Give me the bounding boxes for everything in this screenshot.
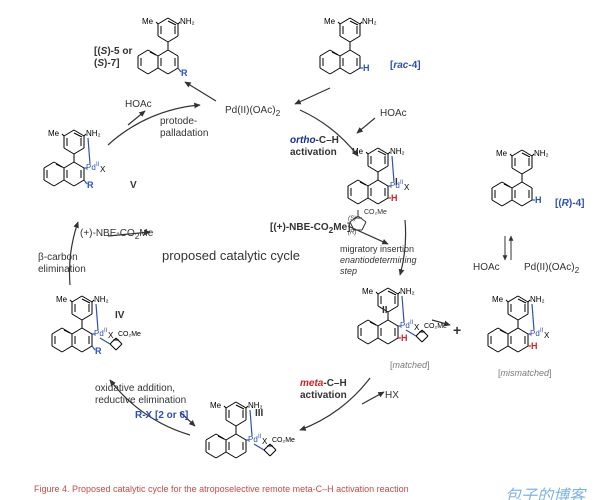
svg-text:NH₂: NH₂ (362, 17, 377, 26)
label-III: III (255, 408, 263, 420)
label-I: I (395, 177, 398, 189)
label-hx: HX (385, 390, 399, 402)
arrow-hoacL (128, 111, 145, 125)
label-s5s7: [(S)-5 or(S)-7] (94, 46, 132, 70)
label-plus: + (453, 322, 461, 339)
label-protode: protode-palladation (160, 116, 208, 140)
svg-text:Me: Me (56, 295, 68, 304)
label-hoac3: HOAc (473, 262, 500, 274)
label-orthoCH: ortho-C–Hactivation (290, 135, 339, 159)
arrow-out1 (185, 82, 216, 101)
svg-text:NH₂: NH₂ (534, 149, 549, 158)
label-rx: R-X [2 or 6] (135, 410, 188, 422)
molecule-rac4mol: Me NH₂ H (320, 17, 377, 74)
svg-text:CO₂Me: CO₂Me (424, 323, 447, 330)
label-betaC: β-carbonelimination (38, 252, 86, 276)
label-V: V (130, 180, 137, 192)
arrow-eq1 (505, 236, 511, 260)
label-nbe1: (+)-NBE-CO2Me (80, 228, 153, 241)
svg-text:X: X (108, 331, 114, 340)
svg-text:X: X (100, 165, 106, 174)
svg-text:CO₂Me: CO₂Me (272, 437, 295, 444)
label-hoac2: HOAc (125, 99, 152, 111)
svg-text:Pd: Pd (94, 329, 104, 338)
label-pdoac2b: Pd(II)(OAc)2 (524, 262, 579, 275)
svg-text:Me: Me (142, 17, 154, 26)
svg-text:Me: Me (362, 287, 374, 296)
label-mismatched: [mismatched] (498, 368, 552, 379)
svg-text:H: H (401, 333, 408, 343)
arrow-in1 (295, 88, 330, 104)
molecule-IV_mol: MeNH₂PdIIXRCO₂Me (52, 295, 141, 356)
svg-text:Pd: Pd (248, 435, 258, 444)
label-matched: [matched] (390, 360, 430, 371)
svg-text:X: X (414, 323, 420, 332)
svg-text:Pd: Pd (530, 329, 540, 338)
label-oxadd: oxidative addition,reductive elimination (95, 383, 186, 407)
svg-text:R: R (95, 346, 102, 356)
svg-text:Me: Me (496, 149, 508, 158)
label-nbe2: [(+)-NBE-CO2Me] (270, 222, 350, 235)
molecule-prod: Me NH₂ R (138, 17, 195, 78)
svg-text:Pd: Pd (400, 321, 410, 330)
label-pdoac2: Pd(II)(OAc)2 (225, 105, 280, 118)
svg-text:NH₂: NH₂ (180, 17, 195, 26)
svg-text:Me: Me (210, 401, 222, 410)
svg-text:Pd: Pd (86, 163, 96, 172)
svg-text:NH₂: NH₂ (86, 129, 101, 138)
svg-text:NH₂: NH₂ (94, 295, 109, 304)
label-metaCH: meta-C–Hactivation (300, 378, 347, 402)
svg-text:H: H (535, 195, 542, 205)
molecule-V_mol: MeNH₂PdIIXR (44, 129, 106, 190)
arrow-hx_out (362, 392, 384, 404)
svg-text:NH₂: NH₂ (530, 295, 545, 304)
svg-text:Me: Me (492, 295, 504, 304)
label-hoac1: HOAc (380, 108, 407, 120)
label-migr: migratory insertionenantiodeterminingste… (340, 244, 417, 276)
svg-text:Me: Me (48, 129, 60, 138)
svg-text:H: H (531, 341, 538, 351)
svg-text:R: R (181, 68, 188, 78)
svg-text:NH₂: NH₂ (390, 147, 405, 156)
svg-text:H: H (391, 193, 398, 203)
molecule-mism_mol: MeNH₂PdIIXH (488, 295, 550, 352)
center-text: proposed catalytic cycle (162, 248, 300, 263)
molecule-R4_mol: Me NH₂ H (492, 149, 549, 206)
svg-text:Me: Me (324, 17, 336, 26)
svg-text:CO₂Me: CO₂Me (118, 331, 141, 338)
svg-text:NH₂: NH₂ (400, 287, 415, 296)
svg-text:X: X (262, 437, 268, 446)
arrow-hoacR (357, 118, 375, 133)
label-rac4: [rac-4] (390, 60, 421, 72)
svg-text:X: X (404, 183, 410, 192)
label-II: II (382, 305, 388, 317)
watermark: 包子的博客 (505, 482, 585, 500)
label-IV: IV (115, 310, 124, 322)
svg-text:X: X (544, 331, 550, 340)
svg-text:H: H (363, 63, 370, 73)
svg-text:R: R (87, 180, 94, 190)
figure-caption: Figure 4. Proposed catalytic cycle for t… (34, 484, 409, 494)
molecule-III_mol: MeNH₂PdIIXCO₂Me (206, 401, 295, 458)
label-R4: [(R)-4] (555, 198, 584, 210)
svg-text:CO₂Me: CO₂Me (364, 209, 387, 216)
molecule-II_mol: Me NH₂ Pd II XH CO₂Me (358, 287, 447, 344)
nbe-icon: CO₂Me(S)(R) (348, 209, 387, 236)
